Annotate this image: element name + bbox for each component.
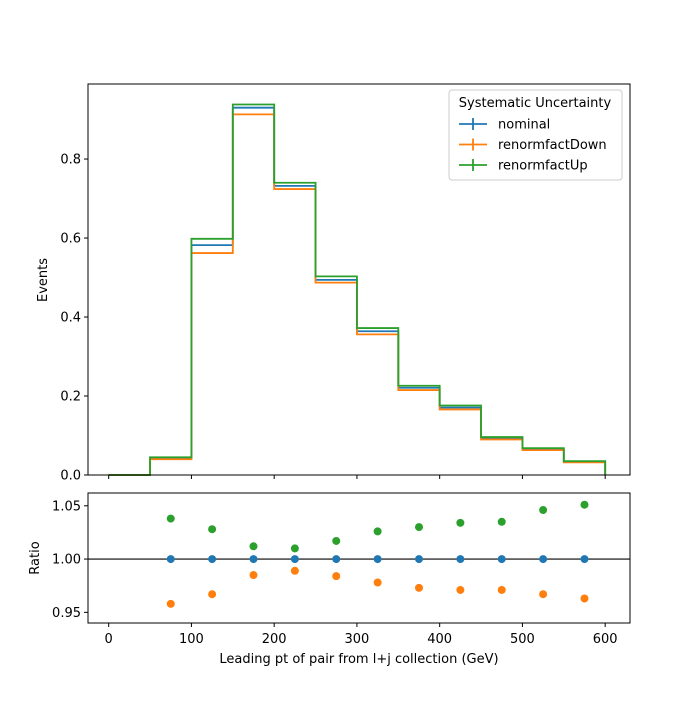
ratio-point-renormfactUp <box>497 517 506 526</box>
legend-label-renormfactDown: renormfactDown <box>498 138 607 153</box>
x-tick-label: 0 <box>105 632 113 647</box>
x-tick-label: 100 <box>179 632 204 647</box>
ratio-point-renormfactDown <box>208 590 217 599</box>
ratio-point-renormfactUp <box>456 518 465 527</box>
ratio-point-renormfactDown <box>166 599 175 608</box>
ratio-y-tick-label: 0.95 <box>52 606 81 621</box>
x-tick-label: 600 <box>593 632 618 647</box>
legend-entries: nominal renormfactDown renormfactUp <box>459 118 607 174</box>
ratio-point-renormfactUp <box>539 506 548 515</box>
ratio-point-renormfactUp <box>373 527 382 536</box>
ratio-point-renormfactDown <box>414 583 423 592</box>
step-line-renormfactUp <box>108 103 607 476</box>
ratio-panel: 0.95 1.00 1.05 0 100 200 300 400 500 600 Ratio L… <box>28 492 631 667</box>
ratio-point-renormfactUp <box>580 500 589 509</box>
ratio-point-renormfactDown <box>580 594 589 603</box>
main-y-tick-label: 0.6 <box>60 232 81 247</box>
main-y-axis-label: Events <box>36 258 51 302</box>
ratio-y-tick-label: 1.05 <box>52 499 81 514</box>
main-axes-frame <box>87 83 631 476</box>
ratio-axes-frame <box>87 492 631 624</box>
ratio-point-nominal <box>290 555 299 564</box>
x-tick-label: 200 <box>262 632 287 647</box>
ratio-y-axis-label: Ratio <box>28 541 43 574</box>
ratio-point-renormfactUp <box>414 523 423 532</box>
ratio-point-nominal <box>539 555 548 564</box>
ratio-point-nominal <box>249 555 258 564</box>
ratio-point-renormfactDown <box>456 585 465 594</box>
ratio-x-ticks: 0 100 200 300 400 500 600 <box>105 623 618 647</box>
ratio-point-renormfactDown <box>290 566 299 575</box>
x-tick-label: 500 <box>510 632 535 647</box>
main-y-tick-label: 0.4 <box>60 311 81 326</box>
ratio-y-ticks: 0.95 1.00 1.05 <box>52 499 88 621</box>
main-y-tick-label: 0.2 <box>60 390 81 405</box>
ratio-point-nominal <box>580 555 589 564</box>
ratio-point-nominal <box>166 555 175 564</box>
main-y-ticks: 0.0 0.2 0.4 0.6 0.8 <box>60 153 88 484</box>
legend: Systematic Uncertainty nominal renormfact… <box>448 89 623 181</box>
x-tick-label: 300 <box>345 632 370 647</box>
legend-label-nominal: nominal <box>498 118 550 133</box>
main-panel: 0.0 0.2 0.4 0.6 0.8 Events <box>36 83 631 484</box>
ratio-point-renormfactDown <box>497 585 506 594</box>
ratio-point-renormfactDown <box>332 572 341 581</box>
main-y-tick-label: 0.8 <box>60 153 81 168</box>
ratio-point-nominal <box>414 555 423 564</box>
legend-label-renormfactUp: renormfactUp <box>498 159 588 174</box>
ratio-point-nominal <box>208 555 217 564</box>
ratio-point-renormfactDown <box>539 590 548 599</box>
ratio-y-tick-label: 1.00 <box>52 553 81 568</box>
ratio-point-nominal <box>373 555 382 564</box>
main-series-group <box>108 103 607 476</box>
ratio-point-renormfactDown <box>373 578 382 587</box>
ratio-point-renormfactUp <box>208 525 217 534</box>
ratio-point-renormfactUp <box>249 542 258 551</box>
ratio-point-renormfactUp <box>290 544 299 553</box>
main-x-ticks <box>108 475 606 479</box>
ratio-point-nominal <box>497 555 506 564</box>
main-y-tick-label: 0.0 <box>60 469 81 484</box>
ratio-point-nominal <box>332 555 341 564</box>
x-tick-label: 400 <box>427 632 452 647</box>
ratio-points-group <box>166 500 589 608</box>
legend-box <box>448 89 623 181</box>
ratio-point-renormfactUp <box>166 514 175 523</box>
ratio-point-nominal <box>456 555 465 564</box>
legend-title: Systematic Uncertainty <box>459 96 612 111</box>
x-axis-label: Leading pt of pair from l+j collection (… <box>219 652 498 667</box>
ratio-point-renormfactUp <box>332 536 341 545</box>
ratio-point-renormfactDown <box>249 571 258 580</box>
